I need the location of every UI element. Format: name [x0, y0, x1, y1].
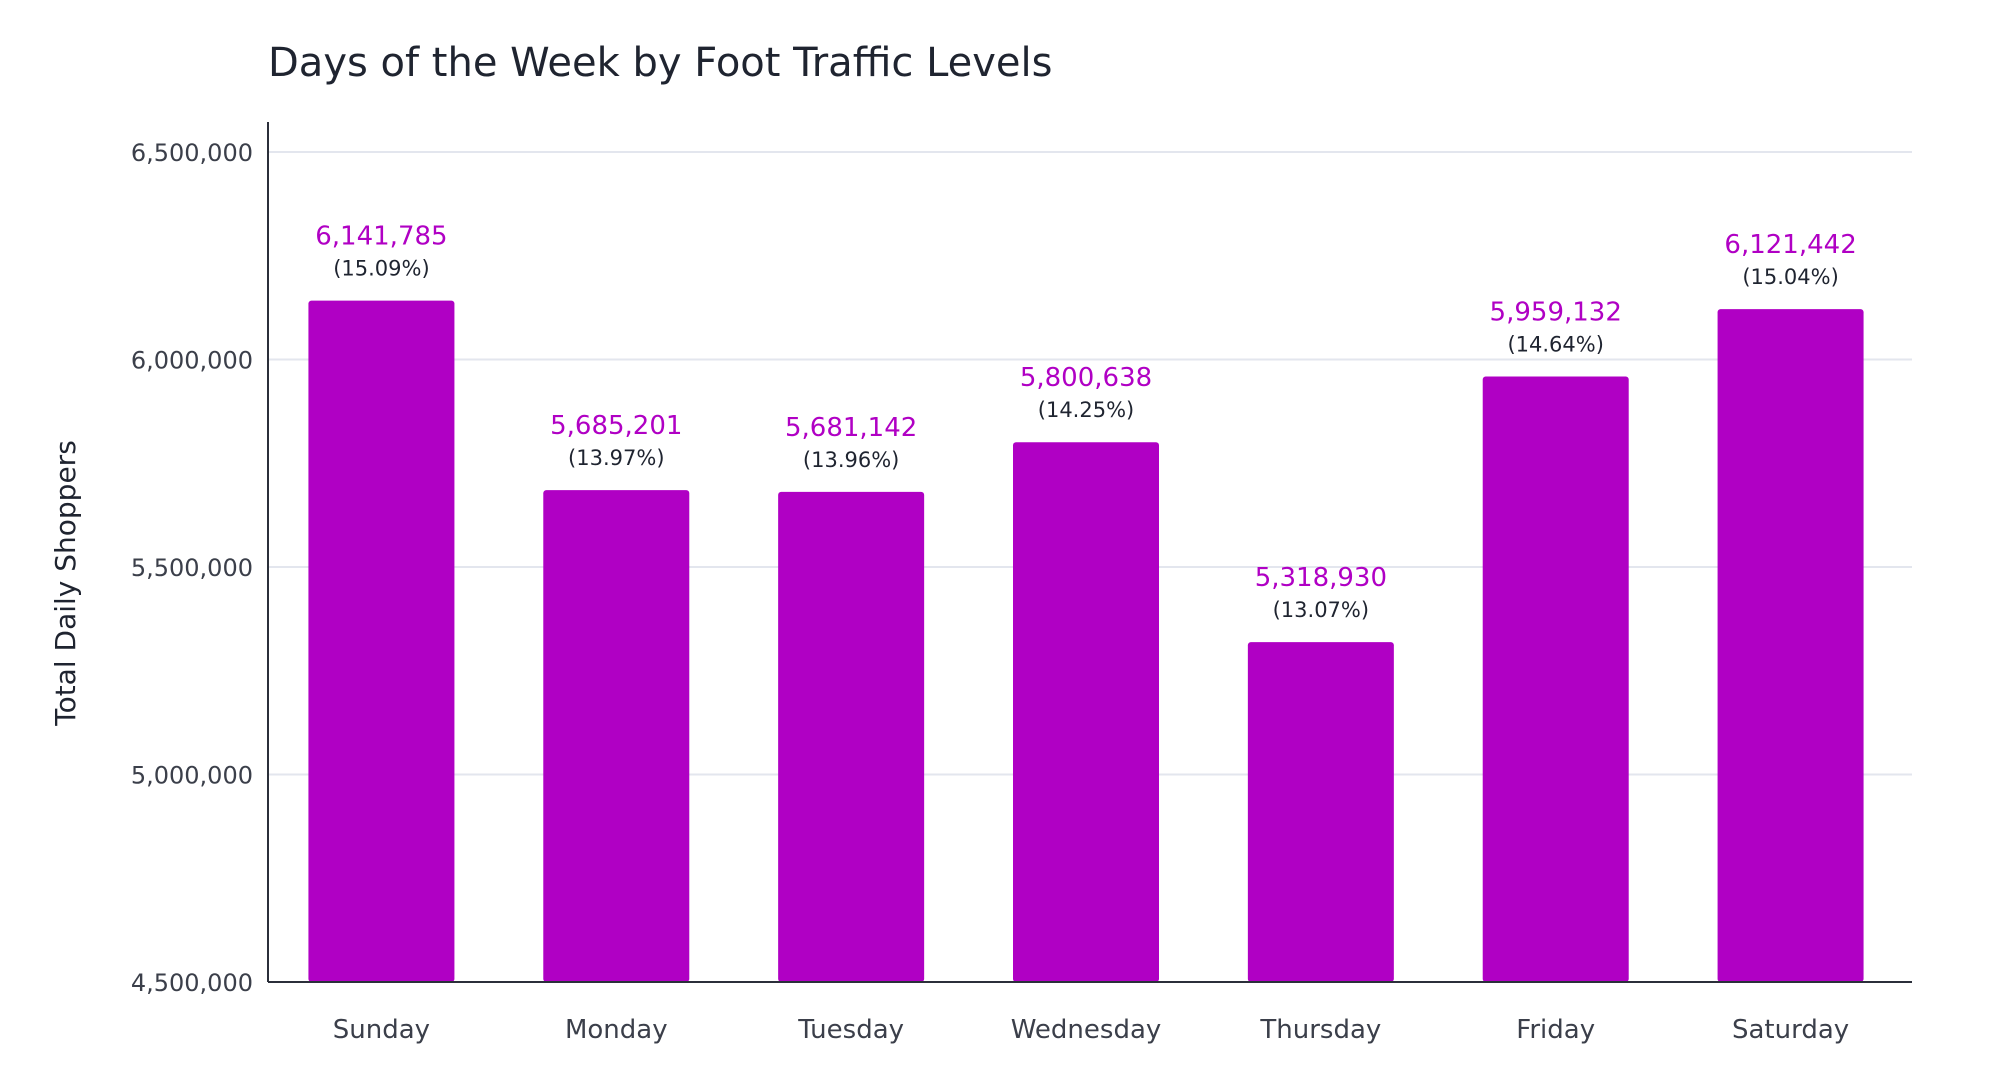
y-tick-label: 5,500,000 — [131, 554, 253, 582]
chart-title: Days of the Week by Foot Traffic Levels — [268, 40, 1053, 86]
x-tick-labels: Sunday Monday Tuesday Wednesday Thursday Frid… — [333, 1015, 1849, 1045]
percent-label: (13.96%) — [803, 448, 899, 472]
value-label: 5,685,201 — [550, 411, 682, 441]
y-tick-label: 5,000,000 — [131, 762, 253, 790]
x-tick-label: Tuesday — [797, 1015, 904, 1045]
percent-label: (14.64%) — [1507, 332, 1603, 356]
axes — [267, 122, 1912, 983]
bars — [308, 300, 1864, 983]
bar-sunday — [308, 300, 455, 983]
x-tick-label: Saturday — [1732, 1015, 1849, 1045]
percent-label: (13.97%) — [568, 446, 664, 470]
x-tick-label: Thursday — [1259, 1015, 1381, 1045]
y-tick-label: 4,500,000 — [131, 969, 253, 997]
value-label: 6,121,442 — [1724, 230, 1856, 260]
percent-label: (15.09%) — [333, 257, 429, 281]
bar-saturday — [1717, 309, 1864, 982]
y-axis-label: Total Daily Shoppers — [49, 440, 82, 727]
data-labels: 6,141,785 (15.09%) 5,685,201 (13.97%) 5,681,… — [315, 222, 1856, 622]
value-label: 5,681,142 — [785, 413, 917, 443]
value-label: 6,141,785 — [315, 222, 447, 252]
value-label: 5,318,930 — [1255, 563, 1387, 593]
percent-label: (15.04%) — [1742, 265, 1838, 289]
bar-monday — [543, 490, 690, 982]
bar-thursday — [1247, 642, 1394, 982]
x-tick-label: Wednesday — [1011, 1015, 1162, 1045]
percent-label: (14.25%) — [1038, 398, 1134, 422]
value-label: 5,959,132 — [1490, 297, 1622, 327]
x-tick-label: Monday — [565, 1015, 668, 1045]
bar-friday — [1482, 376, 1629, 982]
value-label: 5,800,638 — [1020, 363, 1152, 393]
bar-wednesday — [1013, 442, 1159, 982]
bar-tuesday — [778, 491, 925, 982]
x-tick-label: Sunday — [333, 1015, 430, 1045]
y-tick-label: 6,500,000 — [131, 139, 253, 167]
x-tick-label: Friday — [1516, 1015, 1595, 1045]
y-tick-label: 6,000,000 — [131, 347, 253, 375]
y-tick-labels: 4,500,000 5,000,000 5,500,000 6,000,000 6,50… — [131, 139, 253, 997]
percent-label: (13.07%) — [1273, 598, 1369, 622]
